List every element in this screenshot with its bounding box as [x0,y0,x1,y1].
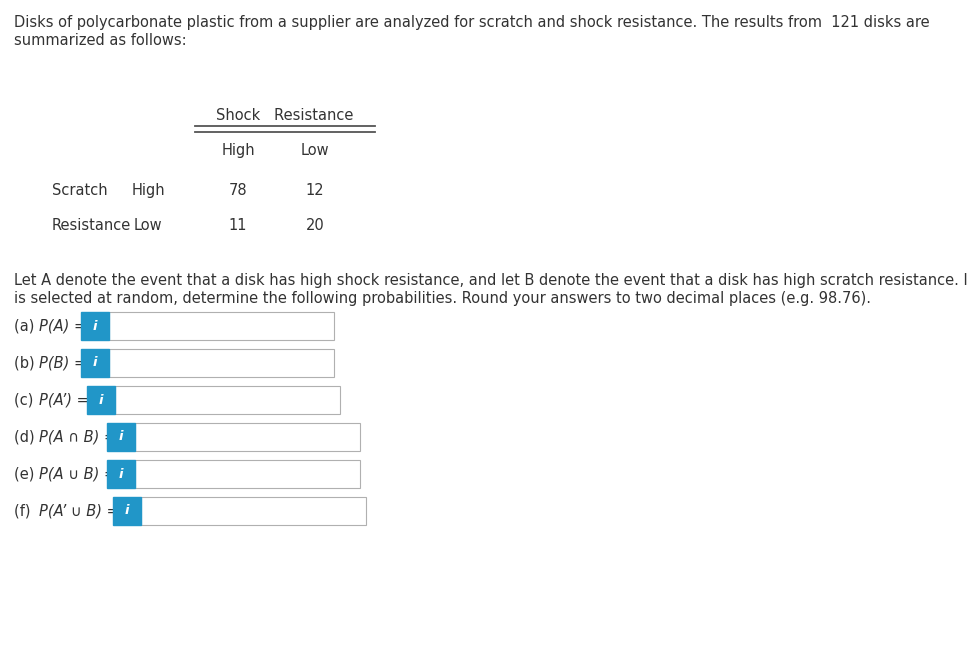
Text: (b): (b) [14,355,40,371]
Text: i: i [93,357,97,369]
Text: Shock   Resistance: Shock Resistance [216,108,353,123]
Text: P(A’) =: P(A’) = [39,392,89,408]
Text: 12: 12 [306,183,324,198]
Text: 11: 11 [228,218,247,233]
Text: (e): (e) [14,467,39,481]
Text: i: i [93,320,97,333]
Text: High: High [221,143,255,158]
FancyBboxPatch shape [106,423,135,451]
FancyBboxPatch shape [135,423,360,451]
Text: i: i [99,394,104,406]
FancyBboxPatch shape [141,497,366,525]
Text: P(A ∪ B) =: P(A ∪ B) = [39,467,116,481]
Text: summarized as follows:: summarized as follows: [14,33,187,48]
Text: Resistance: Resistance [52,218,132,233]
FancyBboxPatch shape [108,312,334,340]
Text: P(A ∩ B) =: P(A ∩ B) = [39,430,116,444]
FancyBboxPatch shape [113,497,141,525]
Text: High: High [132,183,165,198]
FancyBboxPatch shape [80,312,108,340]
FancyBboxPatch shape [115,386,341,414]
Text: 78: 78 [228,183,247,198]
Text: (a): (a) [14,318,39,333]
Text: is selected at random, determine the following probabilities. Round your answers: is selected at random, determine the fol… [14,291,871,306]
FancyBboxPatch shape [135,460,360,488]
Text: P(A) =: P(A) = [39,318,86,333]
FancyBboxPatch shape [80,349,108,377]
Text: (c): (c) [14,392,38,408]
Text: Scratch: Scratch [52,183,107,198]
Text: Let A denote the event that a disk has high shock resistance, and let B denote t: Let A denote the event that a disk has h… [14,273,968,288]
Text: 20: 20 [306,218,324,233]
Text: Low: Low [301,143,329,158]
FancyBboxPatch shape [106,460,135,488]
Text: i: i [118,430,123,444]
Text: P(B) =: P(B) = [39,355,86,371]
Text: (d): (d) [14,430,40,444]
Text: (f): (f) [14,503,35,518]
Text: Disks of polycarbonate plastic from a supplier are analyzed for scratch and shoc: Disks of polycarbonate plastic from a su… [14,15,929,30]
Text: i: i [118,467,123,481]
Text: Low: Low [134,218,163,233]
Text: i: i [125,505,130,518]
FancyBboxPatch shape [108,349,334,377]
Text: P(A’ ∪ B) =: P(A’ ∪ B) = [39,503,119,518]
FancyBboxPatch shape [87,386,115,414]
